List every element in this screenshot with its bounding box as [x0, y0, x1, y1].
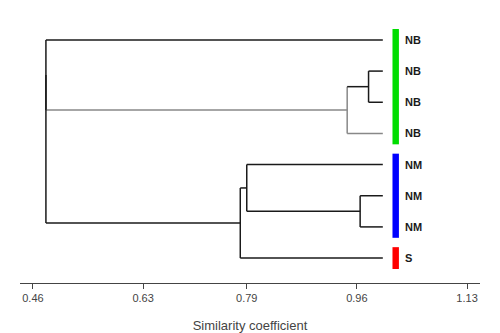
- svg-text:NM: NM: [405, 221, 422, 233]
- svg-text:1.13: 1.13: [456, 292, 477, 304]
- svg-text:NB: NB: [405, 65, 421, 77]
- svg-text:Similarity coefficient: Similarity coefficient: [193, 318, 308, 333]
- svg-text:NM: NM: [405, 190, 422, 202]
- svg-text:NB: NB: [405, 34, 421, 46]
- svg-text:0.96: 0.96: [346, 292, 367, 304]
- svg-text:0.63: 0.63: [132, 292, 153, 304]
- svg-text:NB: NB: [405, 96, 421, 108]
- svg-text:0.79: 0.79: [236, 292, 257, 304]
- svg-text:0.46: 0.46: [22, 292, 43, 304]
- svg-text:NB: NB: [405, 127, 421, 139]
- svg-text:NM: NM: [405, 159, 422, 171]
- svg-text:S: S: [405, 252, 412, 264]
